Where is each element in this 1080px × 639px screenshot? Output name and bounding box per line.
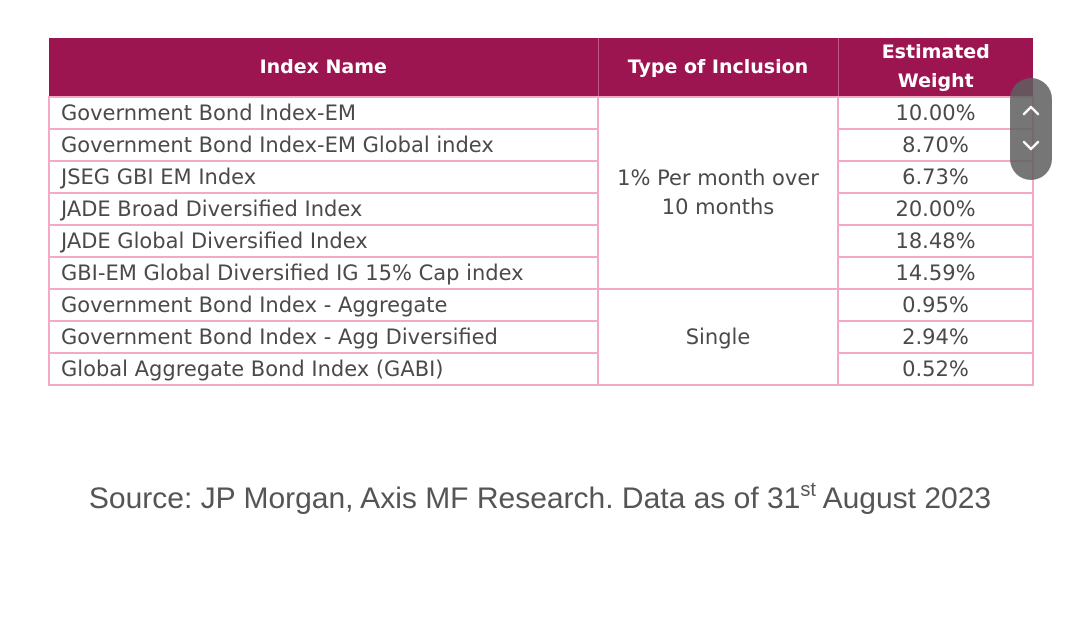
- table-row: Government Bond Index - Aggregate Single…: [48, 288, 1034, 386]
- weight-cell: 10.00%: [837, 96, 1034, 130]
- weight-cell: 18.48%: [837, 224, 1034, 258]
- index-name-cell: Government Bond Index-EM: [48, 96, 599, 130]
- table-row: JSEG GBI EM Index 6.73%: [48, 160, 1034, 194]
- table-row: JADE Broad Diversified Index 20.00%: [48, 192, 1034, 226]
- table-row: JADE Global Diversified Index 18.48%: [48, 224, 1034, 258]
- index-inclusion-table: Index Name Type of Inclusion Estimated W…: [48, 38, 1034, 386]
- table-row: Global Aggregate Bond Index (GABI) 0.52%: [48, 352, 1034, 386]
- weight-cell: 20.00%: [837, 192, 1034, 226]
- chevron-down-icon: [1022, 140, 1040, 151]
- source-note: Source: JP Morgan, Axis MF Research. Dat…: [40, 470, 1040, 528]
- table-header-row: Index Name Type of Inclusion Estimated W…: [49, 38, 1033, 97]
- table-row: Government Bond Index-EM 1% Per month ov…: [48, 96, 1034, 290]
- header-index-name: Index Name: [49, 38, 598, 97]
- source-date: August 2023: [815, 482, 992, 515]
- chevron-up-icon: [1022, 105, 1040, 116]
- header-estimated-weight: Estimated Weight: [837, 38, 1033, 97]
- weight-cell: 0.52%: [837, 352, 1034, 386]
- weight-cell: 2.94%: [837, 320, 1034, 354]
- weight-cell: 6.73%: [837, 160, 1034, 194]
- weight-cell: 14.59%: [837, 256, 1034, 290]
- weight-cell: 8.70%: [837, 128, 1034, 162]
- date-ordinal-suffix: st: [800, 479, 816, 501]
- index-name-cell: JADE Global Diversified Index: [48, 224, 599, 258]
- table-row: Government Bond Index-EM Global index 8.…: [48, 128, 1034, 162]
- scroll-controls: [1010, 78, 1052, 180]
- index-name-cell: Government Bond Index-EM Global index: [48, 128, 599, 162]
- table-row: Government Bond Index - Agg Diversified …: [48, 320, 1034, 354]
- weight-cell: 0.95%: [837, 288, 1034, 322]
- table-row: GBI-EM Global Diversified IG 15% Cap ind…: [48, 256, 1034, 290]
- scroll-down-button[interactable]: [1010, 126, 1052, 166]
- scroll-up-button[interactable]: [1010, 90, 1052, 130]
- inclusion-type-cell: Single: [597, 288, 839, 386]
- index-name-cell: JSEG GBI EM Index: [48, 160, 599, 194]
- index-name-cell: Government Bond Index - Agg Diversified: [48, 320, 599, 354]
- index-name-cell: Global Aggregate Bond Index (GABI): [48, 352, 599, 386]
- index-name-cell: GBI-EM Global Diversified IG 15% Cap ind…: [48, 256, 599, 290]
- inclusion-type-cell: 1% Per month over 10 months: [597, 96, 839, 290]
- index-name-cell: Government Bond Index - Aggregate: [48, 288, 599, 322]
- index-name-cell: JADE Broad Diversified Index: [48, 192, 599, 226]
- source-text: Source: JP Morgan, Axis MF Research. Dat…: [88, 482, 801, 515]
- header-type-of-inclusion: Type of Inclusion: [597, 38, 838, 97]
